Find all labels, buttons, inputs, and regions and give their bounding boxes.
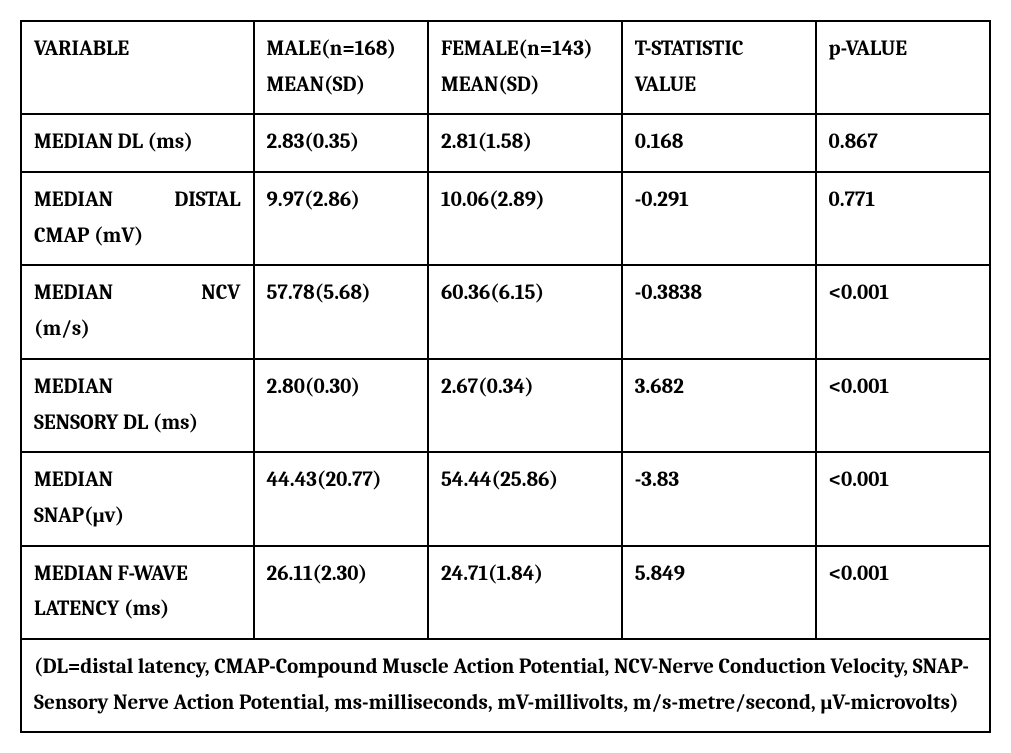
cell-tstat: -0.291 (622, 172, 816, 265)
cell-tstat: 3.682 (622, 359, 816, 452)
variable-text-line2: LATENCY (ms) (34, 592, 241, 628)
cell-male: 9.97(2.86) (254, 172, 428, 265)
cell-pvalue: 0.771 (816, 172, 990, 265)
table-row: MEDIAN F-WAVELATENCY (ms)26.11(2.30)24.7… (21, 546, 990, 639)
cell-variable: MEDIANSNAP(μv) (21, 452, 254, 545)
cell-variable: MEDIANSENSORY DL (ms) (21, 359, 254, 452)
cell-male: 57.78(5.68) (254, 265, 428, 358)
cell-female: 54.44(25.86) (428, 452, 622, 545)
variable-text-line2: (m/s) (34, 312, 241, 348)
cell-male: 2.83(0.35) (254, 114, 428, 172)
cell-tstat: -3.83 (622, 452, 816, 545)
header-female-line2: MEAN(SD) (441, 68, 609, 104)
header-female-line1: FEMALE(n=143) (441, 32, 609, 68)
header-variable: VARIABLE (21, 21, 254, 114)
table-row: MEDIAN DISTALCMAP (mV) 9.97(2.86)10.06(2.8… (21, 172, 990, 265)
header-male: MALE(n=168) MEAN(SD) (254, 21, 428, 114)
cell-tstat: 5.849 (622, 546, 816, 639)
cell-pvalue: 0.867 (816, 114, 990, 172)
cell-variable: MEDIAN DISTALCMAP (mV) (21, 172, 254, 265)
cell-female: 24.71(1.84) (428, 546, 622, 639)
variable-text-part1: MEDIAN (34, 183, 113, 219)
variable-text-part2: NCV (201, 276, 240, 312)
cell-tstat: 0.168 (622, 114, 816, 172)
variable-text-line1: MEDIAN (34, 463, 241, 499)
cell-female: 60.36(6.15) (428, 265, 622, 358)
cell-female: 2.81(1.58) (428, 114, 622, 172)
cell-variable: MEDIAN F-WAVELATENCY (ms) (21, 546, 254, 639)
cell-male: 26.11(2.30) (254, 546, 428, 639)
variable-text-part1: MEDIAN (34, 276, 113, 312)
header-tstat: T-STATISTIC VALUE (622, 21, 816, 114)
header-male-line2: MEAN(SD) (267, 68, 415, 104)
variable-text-line1: MEDIAN DL (ms) (34, 125, 241, 161)
variable-text-line2: SENSORY DL (ms) (34, 406, 241, 442)
table-row: MEDIAN DL (ms) 2.83(0.35)2.81(1.58)0.1680… (21, 114, 990, 172)
cell-male: 2.80(0.30) (254, 359, 428, 452)
cell-female: 10.06(2.89) (428, 172, 622, 265)
table-header-row: VARIABLE MALE(n=168) MEAN(SD) FEMALE(n=1… (21, 21, 990, 114)
variable-text-part2: DISTAL (174, 183, 240, 219)
cell-male: 44.43(20.77) (254, 452, 428, 545)
table-row: MEDIANSENSORY DL (ms)2.80(0.30)2.67(0.34… (21, 359, 990, 452)
table-caption: (DL=distal latency, CMAP-Compound Muscle… (20, 640, 991, 733)
table-row: MEDIAN NCV(m/s) 57.78(5.68)60.36(6.15)-0.3… (21, 265, 990, 358)
variable-text-line2: SNAP(μv) (34, 499, 241, 535)
variable-text-line2: CMAP (mV) (34, 219, 241, 255)
header-tstat-line2: VALUE (635, 68, 803, 104)
cell-female: 2.67(0.34) (428, 359, 622, 452)
cell-pvalue: <0.001 (816, 546, 990, 639)
cell-pvalue: <0.001 (816, 452, 990, 545)
table-row: MEDIANSNAP(μv)44.43(20.77)54.44(25.86)-3… (21, 452, 990, 545)
cell-variable: MEDIAN DL (ms) (21, 114, 254, 172)
statistics-table: VARIABLE MALE(n=168) MEAN(SD) FEMALE(n=1… (20, 20, 991, 640)
variable-text-line1: MEDIAN F-WAVE (34, 557, 241, 593)
variable-text-line1: MEDIAN (34, 370, 241, 406)
header-male-line1: MALE(n=168) (267, 32, 415, 68)
header-female: FEMALE(n=143) MEAN(SD) (428, 21, 622, 114)
header-pvalue: p-VALUE (816, 21, 990, 114)
header-tstat-line1: T-STATISTIC (635, 32, 803, 68)
cell-tstat: -0.3838 (622, 265, 816, 358)
cell-variable: MEDIAN NCV(m/s) (21, 265, 254, 358)
cell-pvalue: <0.001 (816, 359, 990, 452)
cell-pvalue: <0.001 (816, 265, 990, 358)
